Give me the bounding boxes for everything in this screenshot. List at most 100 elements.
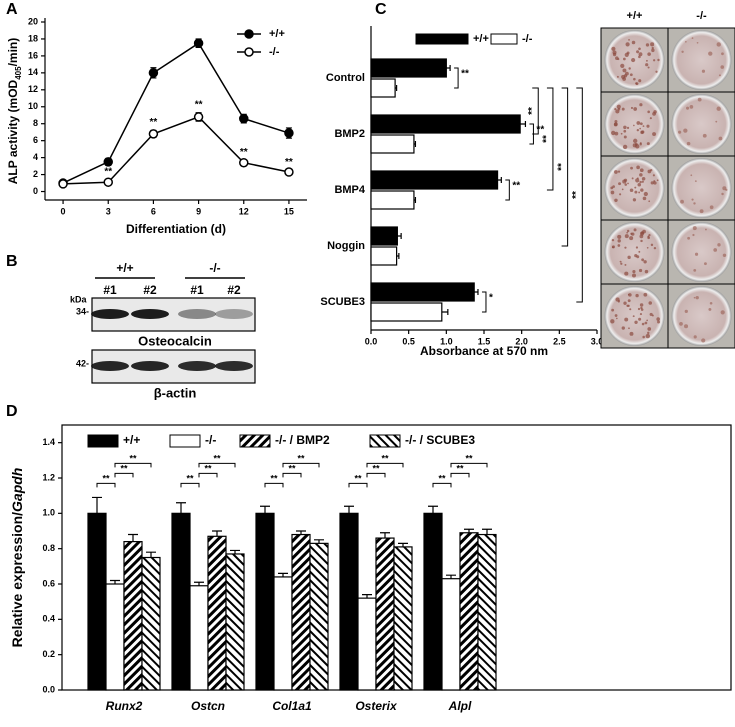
comparison-bracket [282, 472, 302, 478]
plate-stain [686, 141, 691, 146]
plate-stain [655, 70, 658, 73]
marker [58, 179, 68, 189]
plate-stain [624, 183, 627, 186]
plate-stain [708, 51, 713, 56]
plate-stain [616, 317, 618, 320]
plate-stain [701, 69, 706, 73]
plate-stain [612, 185, 615, 188]
plate-stain [652, 112, 656, 116]
bar [375, 537, 395, 691]
error-bar [413, 197, 417, 203]
plate-stain [653, 59, 656, 62]
panel-label: D [6, 403, 18, 420]
plate-stain [639, 168, 644, 173]
plate-stain [646, 59, 648, 62]
plate-stain [611, 308, 615, 312]
plate-stain [619, 193, 622, 196]
y-tick-label: 8 [33, 118, 38, 128]
plate-stain [632, 198, 637, 202]
category-label: SCUBE3 [320, 296, 365, 308]
plate-stain [624, 317, 629, 322]
plate-stain [709, 205, 714, 210]
plate-stain [623, 125, 627, 130]
plate-stain [633, 77, 636, 81]
bar [370, 58, 447, 78]
y-tick-label: 4 [33, 152, 38, 162]
comparison-bracket [450, 472, 470, 478]
plate-stain [652, 174, 655, 177]
significance-label: ** [536, 125, 544, 136]
legend-swatch [490, 33, 518, 45]
plate-stain [693, 202, 696, 205]
y-tick-label: 1.2 [42, 472, 55, 482]
comparison-bracket [366, 472, 386, 478]
plate-stain [693, 269, 697, 272]
plate-stain [691, 198, 694, 201]
panel-label: C [375, 1, 387, 18]
plate-stain [618, 182, 622, 186]
error-bar [520, 121, 527, 127]
plate-stain [640, 306, 643, 310]
series-line [63, 116, 290, 185]
plate-stain [613, 122, 618, 127]
y-tick-label: 0.8 [42, 543, 55, 553]
comparison-bracket [282, 462, 320, 468]
y-axis-label-part: ALP activity (mOD [6, 79, 20, 184]
plate-stain [627, 299, 631, 303]
error-bar [344, 505, 354, 514]
blot-band [131, 361, 169, 371]
plate-stain [628, 327, 630, 330]
panel-label: A [6, 1, 18, 18]
plate-stain [611, 238, 615, 242]
comparison-label: ** [213, 454, 221, 464]
bar [123, 540, 143, 691]
bar [105, 583, 125, 691]
y-axis-label-part: Gapdh [9, 468, 25, 512]
plate-stain [704, 228, 707, 231]
bar [309, 542, 329, 691]
plate-stain [646, 142, 650, 146]
comparison-bracket [264, 482, 284, 488]
plate-stain [641, 258, 645, 262]
plate-stain [635, 178, 640, 183]
plate-stain [631, 58, 636, 63]
plate-stain [639, 103, 643, 107]
y-tick-label: 0.4 [42, 614, 55, 624]
x-tick-label: 15 [284, 206, 294, 216]
plate-stain [642, 125, 645, 128]
comparison-bracket [114, 462, 152, 468]
error-bar [230, 549, 240, 554]
plate-stain [614, 170, 618, 174]
comparison-bracket [180, 482, 200, 488]
plate-stain [627, 255, 631, 260]
error-bar [92, 496, 102, 514]
plate-stain [623, 57, 626, 61]
y-tick-label: 1.4 [42, 437, 55, 447]
marker [239, 113, 249, 124]
plate-stain [722, 186, 727, 191]
protein-label: Osteocalcin [138, 333, 212, 348]
plate-stain [620, 262, 623, 265]
bar [357, 597, 377, 691]
plate-stain [634, 190, 638, 194]
plate-stain [635, 246, 639, 249]
photo-column-label: -/- [696, 10, 707, 22]
comparison-bracket [561, 87, 569, 247]
plate-stain [620, 63, 625, 69]
bar [370, 114, 521, 134]
lane-label: #1 [103, 283, 117, 297]
bar [370, 190, 415, 210]
blot-band [215, 361, 253, 371]
plate-stain [721, 52, 724, 56]
category-label: Osterix [355, 699, 398, 713]
plate-stain [625, 42, 630, 47]
error-bar [482, 528, 492, 535]
y-tick-label: 0.6 [42, 578, 55, 588]
plate-stain [635, 82, 638, 85]
plate-stain [633, 107, 638, 111]
plate-stain [635, 293, 639, 298]
legend-label: +/+ [123, 433, 140, 447]
y-tick-label: 0.2 [42, 649, 55, 659]
legend-label: -/- [522, 33, 533, 45]
